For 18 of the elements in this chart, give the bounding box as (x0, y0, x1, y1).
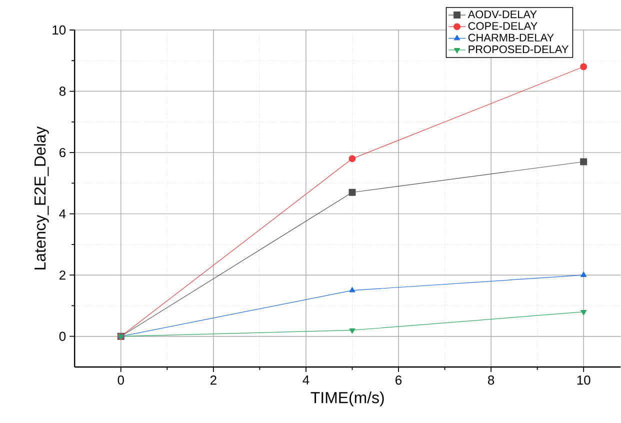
legend-label: AODV-DELAY (468, 10, 537, 18)
y-tick-label: 2 (60, 270, 66, 280)
x-tick-label: 10 (577, 376, 590, 385)
y-tick-label: 8 (59, 86, 66, 96)
y-tick-label: 6 (60, 148, 66, 158)
y-axis-title: Latency_E2E_Delay (34, 126, 49, 270)
legend-label: COPE-DELAY (468, 22, 538, 30)
x-axis-title: TIME(m/s) (310, 392, 384, 406)
y-tick-label: 10 (52, 25, 66, 35)
y-tick-label: 0 (59, 332, 66, 341)
y-tick-label: 4 (59, 209, 66, 218)
x-tick-label: 6 (396, 376, 402, 385)
x-tick-label: 2 (210, 376, 216, 385)
legend-label: CHARMB-DELAY (468, 34, 554, 42)
x-tick-label: 4 (302, 376, 310, 384)
x-tick-label: 0 (118, 376, 124, 385)
x-tick-label: 8 (488, 376, 494, 385)
legend-label: PROPOSED-DELAY (468, 45, 568, 54)
